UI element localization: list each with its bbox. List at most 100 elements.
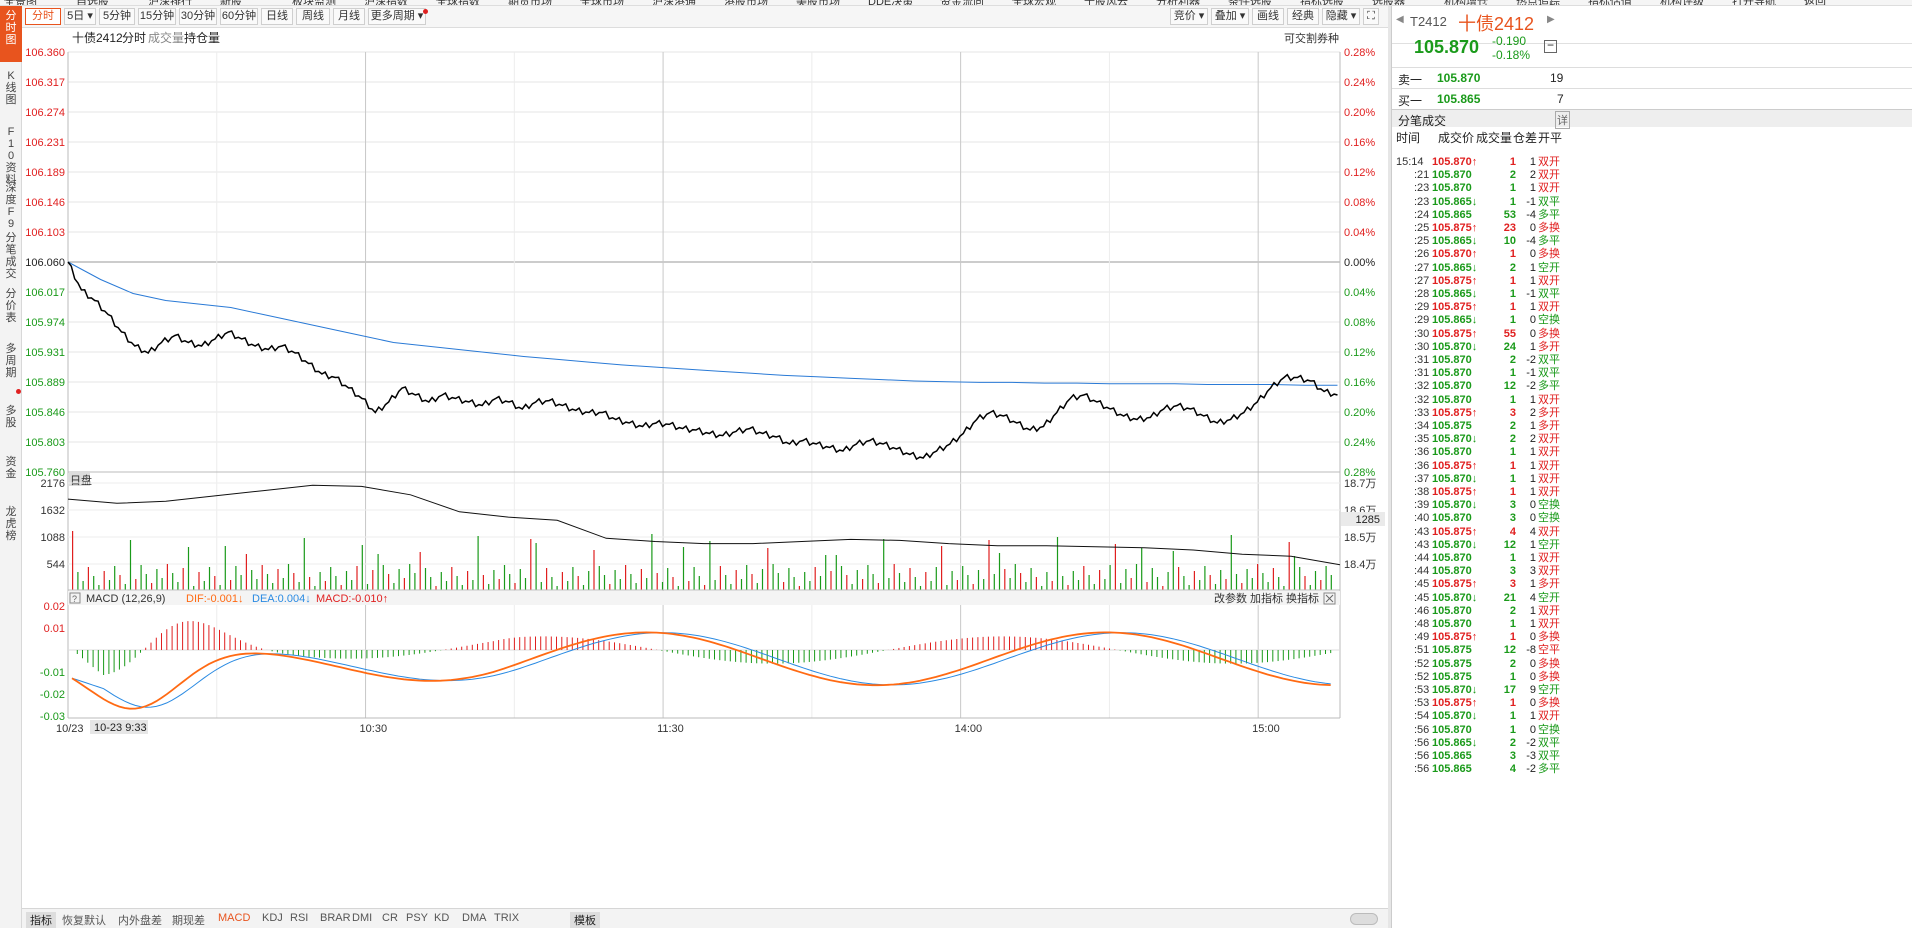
volume-bar xyxy=(1156,577,1159,590)
top-menu-item[interactable]: 资金流向 xyxy=(940,0,984,6)
macd-tool-button[interactable]: 加指标 xyxy=(1250,591,1283,605)
tick-type: 双开 xyxy=(1538,459,1560,472)
tick-oi-change: 1 xyxy=(1529,578,1536,591)
period-tab[interactable]: 60分钟 xyxy=(220,8,258,25)
period-tab[interactable]: 周线 xyxy=(296,8,330,25)
top-menu-item[interactable]: 板块监测 xyxy=(292,0,336,6)
tick-row: :49 105.875↑ 1 0 多换 xyxy=(1392,631,1572,644)
period-tab[interactable]: 5日 ▾ xyxy=(64,8,96,25)
chart-tab[interactable]: 持仓量 xyxy=(184,30,220,45)
price-axis-label: 106.274 xyxy=(25,107,65,119)
top-menu-item[interactable]: 机构评级 xyxy=(1660,0,1704,6)
sidebar-item[interactable]: 分时图 xyxy=(0,6,22,62)
volume-bar xyxy=(1004,569,1006,590)
top-menu-item[interactable]: 条件选股 xyxy=(1228,0,1272,6)
toggle-switch[interactable] xyxy=(1350,913,1378,925)
indicator-tab[interactable]: BRAR xyxy=(320,912,351,924)
indicator-tab[interactable]: 恢复默认 xyxy=(62,915,106,927)
panel-splitter[interactable] xyxy=(1388,6,1391,928)
ticks-detail-button[interactable]: 详 xyxy=(1555,111,1570,129)
top-menu-item[interactable]: 新股 xyxy=(220,0,242,6)
top-menu-item[interactable]: 指标选股 xyxy=(1300,0,1344,6)
sidebar-item[interactable]: F10资料 xyxy=(5,126,17,186)
top-menu-item[interactable]: DDE决策 xyxy=(868,0,914,6)
period-tab[interactable]: 更多周期 ▾ xyxy=(368,8,426,25)
sidebar-item[interactable]: 多股 xyxy=(5,405,17,429)
indicator-tab[interactable]: TRIX xyxy=(494,912,520,924)
indicator-tab[interactable]: MACD xyxy=(218,912,251,924)
period-tab[interactable]: 月线 xyxy=(333,8,365,25)
top-menu-item[interactable]: 自选股 xyxy=(76,0,109,6)
quote-code: T2412 xyxy=(1410,14,1447,29)
indicator-tab[interactable]: 内外盘差 xyxy=(118,915,162,927)
tick-oi-change: 0 xyxy=(1529,723,1536,736)
top-menu-item[interactable]: 指标估值 xyxy=(1588,0,1632,6)
sidebar-item[interactable]: 多周期 xyxy=(5,343,17,379)
sidebar-item[interactable]: 分价表 xyxy=(5,288,17,324)
tick-row: :36 105.870 1 1 双开 xyxy=(1392,446,1572,459)
chart-tab[interactable]: 分时 xyxy=(122,31,146,45)
macd-help-icon[interactable] xyxy=(69,592,81,604)
top-menu-item[interactable]: 全景图 xyxy=(4,0,37,6)
fullscreen-icon[interactable]: ⛶ xyxy=(1363,8,1379,25)
tick-row: :33 105.875↑ 3 2 多开 xyxy=(1392,407,1572,420)
sidebar-item[interactable]: 资金 xyxy=(5,456,17,480)
next-symbol-icon[interactable]: ▶ xyxy=(1547,14,1555,25)
toolbar-right-button[interactable]: 叠加 ▾ xyxy=(1211,8,1249,25)
top-menu-item[interactable]: 美股市场 xyxy=(796,0,840,6)
more-periods-dot xyxy=(423,9,428,14)
period-tab[interactable]: 分时 xyxy=(25,8,61,25)
period-tab[interactable]: 15分钟 xyxy=(138,8,176,25)
indicator-tab[interactable]: CR xyxy=(382,912,398,924)
macd-close-icon[interactable] xyxy=(1323,592,1336,605)
indicator-tab[interactable]: 模板 xyxy=(570,912,600,928)
tick-price: 105.870 xyxy=(1432,565,1472,578)
top-menu-item[interactable]: 港股市场 xyxy=(724,0,768,6)
sidebar-item[interactable]: 深度F9 xyxy=(5,182,17,230)
indicator-tab[interactable]: 指标 xyxy=(26,912,56,928)
sidebar-item[interactable]: 分笔成交 xyxy=(5,232,17,280)
top-menu-item[interactable]: 千股风云 xyxy=(1084,0,1128,6)
volume-bar xyxy=(1130,578,1132,590)
toolbar-right-button[interactable]: 经典 xyxy=(1287,8,1319,25)
top-menu-item[interactable]: 全球宏观 xyxy=(1012,0,1056,6)
period-tab[interactable]: 日线 xyxy=(261,8,293,25)
tick-price: 105.865 xyxy=(1432,763,1472,776)
top-menu-item[interactable]: 沪深排行 xyxy=(148,0,192,6)
top-menu-item[interactable]: 打开导航 xyxy=(1732,0,1776,6)
chart-tab[interactable]: 成交量 xyxy=(148,30,184,45)
sidebar-item[interactable]: 龙虎榜 xyxy=(5,506,17,542)
top-menu-item[interactable]: 机构增仓 xyxy=(1444,0,1488,6)
prev-symbol-icon[interactable]: ◀ xyxy=(1396,14,1404,25)
period-tab[interactable]: 30分钟 xyxy=(179,8,217,25)
deliverable-bonds-link[interactable]: 可交割券种 xyxy=(1284,31,1339,45)
toolbar-right-button[interactable]: 竞价 ▾ xyxy=(1170,8,1208,25)
indicator-tab[interactable]: PSY xyxy=(406,912,429,924)
top-menu-item[interactable]: 全球指数 xyxy=(436,0,480,6)
top-menu-item[interactable]: 全球市场 xyxy=(580,0,624,6)
top-menu-item[interactable]: 沪深港通 xyxy=(652,0,696,6)
period-tab[interactable]: 5分钟 xyxy=(99,8,135,25)
indicator-tab[interactable]: DMI xyxy=(352,912,373,924)
indicator-tab[interactable]: KDJ xyxy=(262,912,283,924)
top-menu-item[interactable]: 返回 xyxy=(1804,0,1826,6)
toolbar-right-button[interactable]: 画线 xyxy=(1252,8,1284,25)
indicator-tab[interactable]: RSI xyxy=(290,912,309,924)
top-menu-item[interactable]: 沪深指数 xyxy=(364,0,408,6)
top-menu-item[interactable]: 选股器 xyxy=(1372,0,1405,6)
top-menu-item[interactable]: 热点追踪 xyxy=(1516,0,1560,6)
top-menu-item[interactable]: 期货市场 xyxy=(508,0,552,6)
macd-tool-button[interactable]: 换指标 xyxy=(1286,591,1319,605)
toolbar-right-button[interactable]: 隐藏 ▾ xyxy=(1322,8,1360,25)
top-menu-item[interactable]: 分析利器 xyxy=(1156,0,1200,6)
volume-bar xyxy=(361,545,363,590)
indicator-tab[interactable]: DMA xyxy=(462,912,487,924)
tick-row: :30 105.875↑ 55 0 多换 xyxy=(1392,328,1572,341)
indicator-tab[interactable]: KD xyxy=(434,912,450,924)
sidebar-item[interactable]: K线图 xyxy=(5,70,17,106)
volume-bar xyxy=(1056,537,1059,590)
macd-tool-button[interactable]: 改参数 xyxy=(1214,591,1247,605)
indicator-tab[interactable]: 期现差 xyxy=(172,915,205,927)
bid-volume: 7 xyxy=(1557,92,1564,106)
minimize-icon[interactable]: − xyxy=(1544,39,1557,53)
